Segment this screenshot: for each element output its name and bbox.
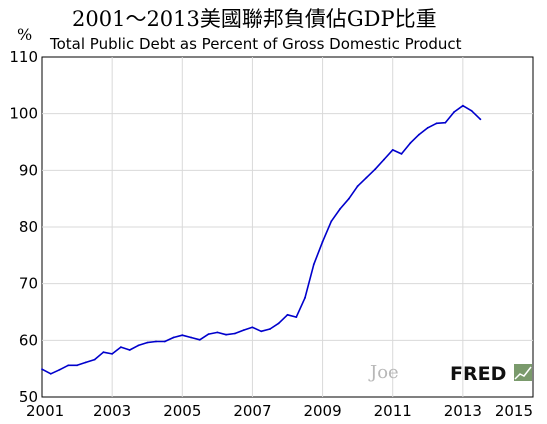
data-point bbox=[470, 109, 473, 112]
data-point bbox=[190, 336, 193, 339]
data-point bbox=[76, 364, 78, 367]
x-tick-label: 2013 bbox=[444, 402, 482, 420]
data-point bbox=[207, 333, 210, 335]
data-point bbox=[120, 346, 122, 348]
data-point bbox=[260, 330, 263, 333]
data-point bbox=[304, 296, 306, 299]
data-point bbox=[225, 333, 228, 336]
grid bbox=[42, 57, 533, 397]
x-tick-label: 2015 bbox=[495, 402, 533, 420]
data-point bbox=[93, 358, 96, 361]
data-point bbox=[418, 133, 420, 136]
data-point bbox=[172, 336, 175, 339]
y-tick-label: 70 bbox=[19, 275, 38, 293]
data-point bbox=[400, 153, 403, 155]
data-point bbox=[374, 168, 377, 171]
x-tick-label: 2007 bbox=[233, 402, 271, 420]
data-point bbox=[383, 158, 385, 161]
y-tick-label: 100 bbox=[9, 105, 38, 123]
data-point bbox=[137, 344, 140, 347]
x-tick-label: 2009 bbox=[303, 402, 341, 420]
chart-title: 2001～2013美國聯邦負債佔GDP比重 bbox=[72, 7, 437, 31]
data-point bbox=[146, 341, 149, 344]
data-point bbox=[435, 122, 438, 125]
x-tick-label: 2005 bbox=[163, 402, 201, 420]
data-point bbox=[409, 142, 412, 145]
fred-chart-icon bbox=[514, 364, 532, 381]
x-tick-label: 2011 bbox=[374, 402, 412, 420]
data-point bbox=[216, 331, 219, 334]
data-point bbox=[479, 118, 482, 121]
data-point bbox=[462, 104, 464, 107]
data-point bbox=[356, 185, 359, 188]
x-tick-label: 2001 bbox=[26, 402, 64, 420]
fred-logo-text: FRED bbox=[450, 363, 506, 385]
y-tick-label: 110 bbox=[9, 48, 38, 66]
data-point bbox=[391, 149, 394, 151]
data-point bbox=[348, 197, 350, 200]
y-tick-label: 90 bbox=[19, 161, 38, 179]
data-point bbox=[242, 329, 245, 331]
data-point bbox=[295, 316, 298, 318]
watermark-text: Joe bbox=[368, 362, 399, 383]
data-point bbox=[365, 176, 368, 179]
series-layer bbox=[41, 104, 482, 375]
data-point bbox=[453, 111, 455, 113]
y-tick-label: 60 bbox=[19, 331, 38, 349]
data-point bbox=[41, 368, 43, 371]
data-point bbox=[426, 126, 429, 129]
chart-subtitle: Total Public Debt as Percent of Gross Do… bbox=[49, 35, 462, 53]
data-point bbox=[58, 368, 61, 371]
data-point bbox=[286, 313, 289, 316]
data-point bbox=[128, 349, 131, 351]
data-point bbox=[321, 240, 324, 243]
data-point bbox=[49, 372, 52, 375]
data-point bbox=[269, 328, 271, 330]
axis-ticks: 50 60 70 80 90 100 110 2001 2003 2005 2007 2009 2011… bbox=[9, 48, 533, 420]
data-point bbox=[330, 220, 333, 223]
y-unit-label: % bbox=[17, 25, 32, 44]
data-point bbox=[111, 353, 113, 355]
data-point bbox=[198, 338, 201, 341]
data-point bbox=[312, 263, 315, 266]
fred-logo: FRED bbox=[450, 363, 532, 385]
data-point bbox=[234, 332, 236, 335]
data-point bbox=[155, 340, 157, 343]
data-point bbox=[181, 334, 184, 337]
data-point bbox=[102, 351, 105, 354]
y-tick-label: 80 bbox=[19, 218, 38, 236]
data-point bbox=[84, 361, 87, 364]
data-point bbox=[339, 208, 341, 210]
data-point bbox=[67, 364, 70, 367]
data-point bbox=[163, 340, 166, 343]
x-tick-label: 2003 bbox=[93, 402, 131, 420]
data-point bbox=[444, 121, 447, 124]
y-tick-label: 50 bbox=[19, 388, 38, 406]
data-point bbox=[251, 326, 254, 329]
data-point bbox=[277, 322, 280, 325]
